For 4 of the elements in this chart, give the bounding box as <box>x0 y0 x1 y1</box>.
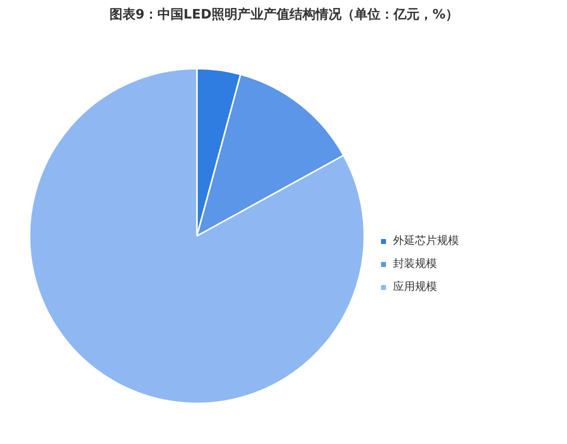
legend-label: 封装规模 <box>393 256 437 271</box>
legend-label: 外延芯片规模 <box>393 233 459 248</box>
chart-title: 图表9：中国LED照明产业产值结构情况（单位：亿元，%） <box>109 6 459 22</box>
legend-label: 应用规模 <box>393 279 437 294</box>
